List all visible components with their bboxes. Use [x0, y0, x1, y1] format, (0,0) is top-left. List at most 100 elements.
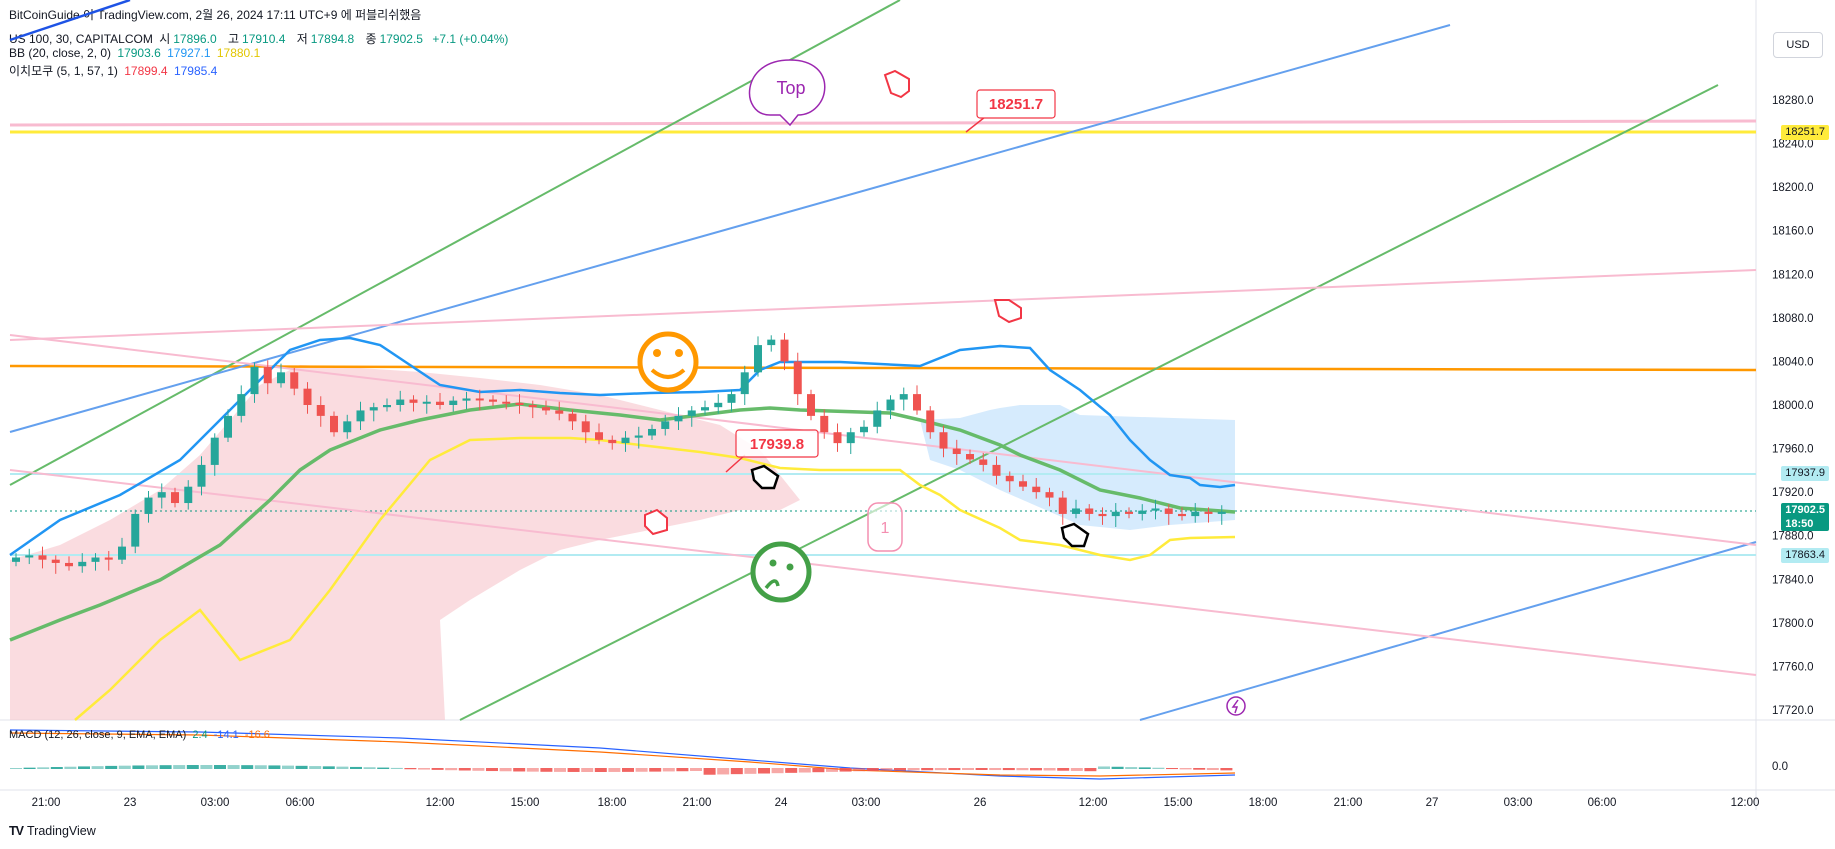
- price-axis-label: 18120.0: [1772, 269, 1814, 281]
- macd-histogram-bar: [200, 765, 213, 769]
- macd-histogram-bar: [1070, 768, 1083, 771]
- candle-body: [250, 366, 259, 395]
- currency-button[interactable]: USD: [1773, 32, 1823, 58]
- macd-histogram-bar: [214, 765, 226, 769]
- candle-body: [12, 557, 20, 562]
- time-axis-label: 06:00: [286, 797, 315, 809]
- candle-body: [515, 402, 524, 405]
- macd-histogram-bar: [934, 768, 947, 771]
- macd-histogram-bar: [540, 768, 553, 772]
- macd-value-3: -16.6: [244, 729, 270, 741]
- macd-label: MACD (12, 26, close, 9, EMA, EMA): [9, 729, 187, 741]
- time-axis-label: 18:00: [598, 797, 627, 809]
- macd-histogram-bar: [649, 768, 662, 772]
- price-axis-label: 17920.0: [1772, 487, 1814, 499]
- candle-body: [369, 407, 378, 411]
- time-axis: 21:00 23 03:00 06:00 12:00 15:00 18:00 21:00 24 0…: [32, 797, 1760, 809]
- confused-emoji[interactable]: [750, 541, 812, 603]
- macd-histogram-bar: [404, 768, 417, 770]
- candle-body: [740, 372, 749, 395]
- price-axis-label: 18000.0: [1772, 400, 1814, 412]
- macd-histogram-bar: [1220, 768, 1233, 771]
- macd-histogram-bar: [962, 768, 974, 771]
- macd-histogram-bar: [241, 765, 254, 769]
- macd-histogram-bar: [186, 765, 199, 769]
- candle-body: [621, 437, 630, 444]
- macd-histogram-bar: [853, 768, 866, 772]
- time-axis-label: 26: [974, 797, 987, 809]
- candle-body: [581, 421, 590, 433]
- macd-histogram-bar: [173, 765, 186, 769]
- candle-body: [1098, 513, 1107, 517]
- time-axis-label: 24: [775, 797, 788, 809]
- bb-legend[interactable]: BB (20, close, 2, 0) 17903.6 17927.1 178…: [9, 46, 263, 60]
- candle-body: [197, 464, 206, 487]
- macd-histogram-bar: [676, 768, 689, 772]
- ichimoku-value-1: 17899.4: [124, 64, 168, 78]
- candle-body: [396, 399, 405, 405]
- candle-body: [952, 448, 961, 455]
- candle-body: [939, 432, 948, 449]
- candle-body: [51, 559, 60, 563]
- macd-histogram-bar: [159, 765, 172, 769]
- price-tag-mid: 17937.9: [1781, 466, 1829, 481]
- callout-high[interactable]: 18251.7: [965, 89, 1056, 133]
- top-bubble[interactable]: Top: [748, 59, 826, 127]
- macd-histogram-bar: [10, 768, 22, 769]
- macd-histogram-bar: [1206, 768, 1219, 771]
- macd-histogram-bar: [105, 765, 118, 769]
- tradingview-footer[interactable]: TV TradingView: [9, 824, 96, 838]
- candle-body: [171, 492, 179, 504]
- candle-body: [913, 394, 921, 411]
- candle-body: [502, 401, 511, 404]
- macd-histogram-bar: [350, 766, 362, 769]
- high-value: 17910.4: [242, 32, 286, 46]
- candle-body: [528, 405, 537, 408]
- macd-histogram-bar: [377, 767, 390, 769]
- candle-body: [356, 410, 365, 422]
- candle-body: [290, 372, 299, 389]
- lightning-icon[interactable]: [1226, 696, 1246, 716]
- candle-body: [104, 557, 113, 560]
- macd-histogram-bar: [499, 768, 512, 772]
- macd-legend[interactable]: MACD (12, 26, close, 9, EMA, EMA) 2.4 -1…: [9, 729, 273, 741]
- callout-mid-text: 17939.8: [750, 436, 804, 453]
- macd-histogram: [10, 765, 1233, 775]
- number-badge[interactable]: 1: [867, 502, 903, 552]
- macd-histogram-bar: [1057, 768, 1070, 771]
- candle-body: [727, 394, 736, 403]
- macd-histogram-bar: [567, 768, 580, 772]
- macd-histogram-bar: [336, 766, 349, 769]
- macd-histogram-bar: [690, 768, 702, 771]
- candle-body: [409, 399, 418, 403]
- macd-histogram-bar: [132, 765, 145, 769]
- macd-histogram-bar: [880, 768, 893, 771]
- pink-trendline-2: [9, 334, 1757, 546]
- macd-histogram-bar: [812, 768, 825, 773]
- time-axis-label: 15:00: [511, 797, 540, 809]
- candle-body: [343, 421, 352, 433]
- bb-basis-value: 17903.6: [117, 46, 161, 60]
- macd-histogram-bar: [866, 768, 879, 772]
- callout-mid[interactable]: 17939.8: [725, 429, 819, 473]
- pink-trendline-3: [9, 469, 1757, 676]
- ichimoku-label: 이치모쿠 (5, 1, 57, 1): [9, 64, 118, 78]
- smile-emoji[interactable]: [637, 331, 699, 393]
- candle-body: [833, 432, 842, 444]
- close-value: 17902.5: [379, 32, 423, 46]
- macd-histogram-bar: [431, 768, 444, 770]
- price-axis-label: 17960.0: [1772, 444, 1814, 456]
- price-axis: 18280.0 18240.0 18200.0 18160.0 18120.0 18080…: [1772, 95, 1814, 773]
- symbol-legend[interactable]: US 100, 30, CAPITALCOM 시 17896.0 고 17910.4…: [9, 30, 511, 47]
- macd-histogram-bar: [472, 768, 485, 771]
- ichimoku-legend[interactable]: 이치모쿠 (5, 1, 57, 1) 17899.4 17985.4: [9, 62, 220, 79]
- dark-blue-line: [9, 0, 131, 42]
- price-tag-top: 18251.7: [1781, 125, 1829, 140]
- candle-body: [608, 439, 617, 444]
- bb-upper-band: [9, 336, 1236, 557]
- macd-histogram-bar: [771, 768, 784, 774]
- high-label: 고: [227, 32, 240, 46]
- candle-body: [674, 415, 683, 422]
- macd-histogram-bar: [554, 768, 566, 772]
